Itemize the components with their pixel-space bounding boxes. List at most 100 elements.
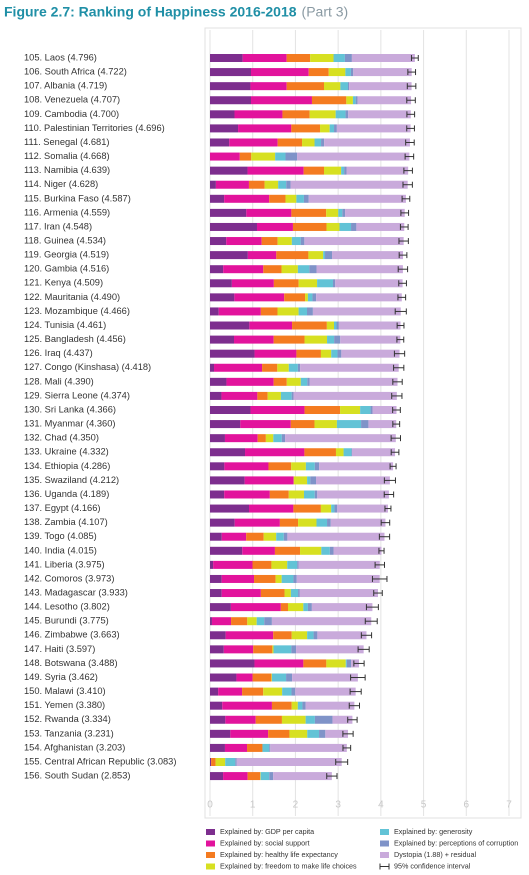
bar-segment [276,251,309,260]
error-bar [410,55,419,61]
bar-segment [333,54,345,62]
bar-segment [316,265,403,274]
bar-segment [210,391,222,400]
error-bar [349,688,362,695]
bar-segment [336,321,339,330]
category-label: 143. Madagascar (3.933) [24,587,128,597]
bar-segment [304,406,341,414]
bar-segment [210,377,227,386]
bar-segment [368,420,397,429]
bar-segment [229,138,278,147]
error-bar [371,575,388,582]
bar-segment [324,82,341,91]
bar-segment [210,434,225,443]
bar-segment [287,603,304,612]
error-bar [342,730,354,737]
bar-segment [320,504,332,513]
bar-segment [218,307,261,316]
bar-segment [311,603,373,612]
category-label: 111. Senegal (4.681) [24,137,109,147]
bar-segment [292,673,358,682]
bar-segment [226,377,274,386]
category-label: 117. Iran (4.548) [24,221,92,231]
plot-frame [204,27,522,819]
bar-segment [300,363,399,372]
bar-segment [210,532,222,541]
bar-segment [242,546,275,555]
bar-segment [332,715,353,724]
bar-segment [279,518,299,527]
bar-segment [238,124,292,133]
bar-segment [282,110,310,119]
bar-segment [305,715,315,724]
bar-segment [283,532,288,541]
bar-segment [349,82,412,91]
bar-segment [239,152,252,161]
bar-segment [262,743,270,752]
bar-segment [256,222,293,231]
bar-segment [353,68,412,77]
bar-segment [261,237,278,246]
category-label: 123. Mozambique (4.466) [24,306,130,316]
bar-segment [260,772,270,781]
bar-segment [330,518,386,527]
category-label: 137. Egypt (4.166) [24,503,101,513]
bar-segment [305,701,355,710]
legend-label: 95% confidence interval [394,861,471,870]
bar-segment [269,743,271,752]
bar-segment [335,448,344,457]
bar-segment [250,82,287,91]
bar-segment [252,673,272,682]
bar-segment [298,307,308,316]
bar-segment [299,589,378,598]
bar-segment [275,574,282,583]
bar-segment [210,335,235,344]
bar-segment [255,715,282,724]
legend-label: Explained by: perceptions of corruption [394,838,518,847]
bar-segment [210,687,219,696]
error-bar [402,181,413,188]
bar-segment [288,363,298,372]
error-bar [384,505,392,512]
bar-segment [291,237,301,246]
bar-segment [235,758,237,766]
bar-segment [210,406,251,414]
error-bar [383,477,396,484]
error-bar [403,167,413,174]
legend-swatch [206,863,215,870]
error-bar [406,111,416,118]
bar-segment [252,560,272,569]
error-bar [396,322,405,329]
bar-segment [303,603,308,612]
bar-segment [275,152,286,161]
category-label: 118. Guinea (4.534) [24,235,106,245]
bar-segment [340,82,348,91]
x-tick-label: 7 [506,800,512,811]
bar-segment [260,307,278,316]
bar-segment [281,434,286,443]
bar-segment [210,321,250,330]
bar-segment [352,96,356,105]
bar-segment [254,574,276,583]
bar-segment [342,208,346,217]
bar-segment [286,82,325,91]
legend-label: Explained by: social support [220,838,310,847]
bar-segment [340,406,361,414]
legend-swatch [206,829,215,835]
legend-swatch [206,840,215,847]
bar-segment [257,434,266,443]
legend-swatch [380,829,389,835]
bar-segment [320,124,330,133]
bar-segment [337,504,388,513]
bar-segment [317,631,367,640]
bar-segment [297,363,301,372]
bar-segment [305,293,308,302]
bar-segment [287,532,385,541]
category-label: 120. Gambia (4.516) [24,264,109,274]
error-bar [401,195,411,202]
bar-segment [319,462,394,471]
error-bar [407,69,417,76]
error-bar [405,139,415,146]
bar-segment [271,673,287,682]
